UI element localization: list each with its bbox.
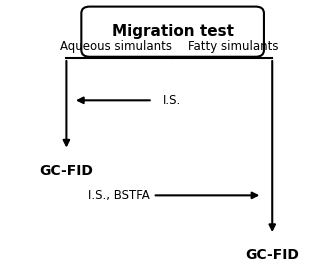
Text: GC-FID: GC-FID (245, 248, 299, 262)
Text: Fatty simulants: Fatty simulants (188, 40, 279, 53)
Text: I.S.: I.S. (163, 94, 181, 107)
FancyBboxPatch shape (81, 7, 264, 57)
Text: Aqueous simulants: Aqueous simulants (60, 40, 172, 53)
Text: Migration test: Migration test (112, 24, 234, 39)
Text: GC-FID: GC-FID (40, 164, 93, 178)
Text: I.S., BSTFA: I.S., BSTFA (88, 189, 149, 202)
